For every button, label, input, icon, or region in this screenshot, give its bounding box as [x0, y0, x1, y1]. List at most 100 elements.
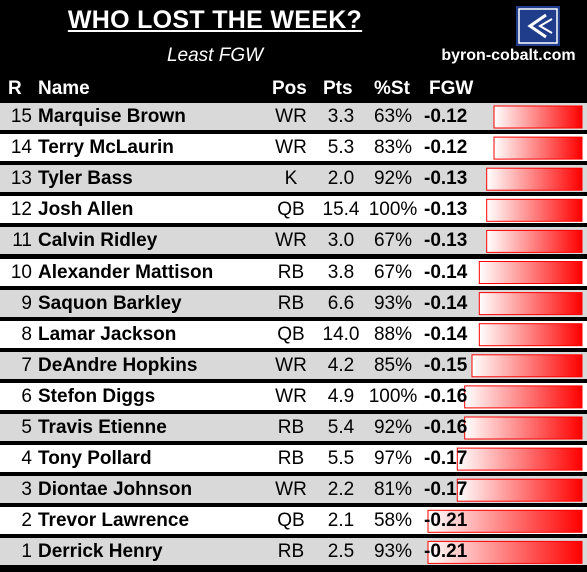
start-pct-cell: 63% [373, 106, 413, 127]
fgw-cell: -0.21 [424, 541, 468, 563]
fgw-cell: -0.15 [424, 354, 468, 376]
fgw-cell: -0.12 [424, 137, 468, 159]
fgw-cell: -0.13 [424, 230, 468, 252]
position-cell: RB [277, 448, 305, 470]
start-pct-cell: 97% [373, 448, 413, 470]
rank-cell: 5 [21, 417, 32, 438]
rank-cell: 13 [10, 168, 32, 190]
start-pct-cell: 92% [373, 168, 413, 190]
fgw-cell: -0.14 [424, 323, 468, 345]
fgw-cell: -0.21 [424, 510, 468, 532]
position-cell: WR [275, 479, 307, 501]
points-cell: 5.3 [327, 137, 355, 159]
player-name-cell: Trevor Lawrence [38, 510, 190, 532]
fgw-cell: -0.14 [424, 261, 468, 283]
points-cell: 5.4 [327, 417, 355, 438]
rank-cell: 1 [21, 541, 32, 563]
table-row: 3 Diontae Johnson WR 2.2 81% -0.17 [0, 476, 587, 506]
table-row: 11 Calvin Ridley WR 3.0 67% -0.13 [0, 227, 587, 257]
table-row: 6 Stefon Diggs WR 4.9 100% -0.16 [0, 382, 587, 412]
position-cell: QB [277, 510, 305, 532]
fgw-cell: -0.17 [424, 448, 468, 470]
position-cell: WR [275, 137, 307, 159]
fgw-cell: -0.12 [424, 106, 468, 127]
page-title: WHO LOST THE WEEK? [67, 6, 363, 34]
page-subtitle: Least FGW [166, 45, 264, 66]
player-name-cell: Josh Allen [38, 199, 134, 221]
cobalt-logo-icon [516, 6, 560, 46]
player-name-cell: Travis Etienne [38, 417, 167, 438]
col-header-name: Name [38, 78, 90, 99]
table-row: 7 DeAndre Hopkins WR 4.2 85% -0.15 [0, 351, 587, 381]
player-name-cell: Saquon Barkley [38, 292, 182, 314]
rank-cell: 7 [21, 354, 32, 376]
rank-cell: 3 [21, 479, 32, 501]
col-header-pos: Pos [272, 78, 307, 99]
position-cell: RB [277, 261, 305, 283]
site-url: byron-cobalt.com [441, 47, 576, 64]
rank-cell: 14 [10, 137, 32, 159]
start-pct-cell: 100% [368, 199, 418, 221]
player-name-cell: Marquise Brown [38, 106, 186, 127]
points-cell: 14.0 [322, 323, 360, 345]
player-name-cell: Derrick Henry [38, 541, 163, 563]
rank-cell: 15 [10, 106, 32, 127]
points-cell: 2.0 [327, 168, 355, 190]
rank-cell: 10 [10, 261, 32, 283]
player-name-cell: Stefon Diggs [38, 385, 156, 407]
points-cell: 2.2 [327, 479, 355, 501]
start-pct-cell: 92% [373, 417, 413, 438]
position-cell: QB [277, 323, 305, 345]
table-row: 14 Terry McLaurin WR 5.3 83% -0.12 [0, 134, 587, 164]
table-row: 8 Lamar Jackson QB 14.0 88% -0.14 [0, 320, 587, 350]
start-pct-cell: 81% [373, 479, 413, 501]
table-row: 10 Alexander Mattison RB 3.8 67% -0.14 [0, 258, 587, 288]
points-cell: 5.5 [327, 448, 355, 470]
points-cell: 2.5 [327, 541, 355, 563]
rank-cell: 4 [21, 448, 32, 470]
col-header-pts: Pts [323, 78, 353, 99]
rank-cell: 11 [12, 230, 32, 252]
player-name-cell: Alexander Mattison [38, 261, 214, 283]
table-row: 1 Derrick Henry RB 2.5 93% -0.21 [0, 538, 587, 568]
points-cell: 3.8 [327, 261, 355, 283]
points-cell: 6.6 [327, 292, 355, 314]
position-cell: QB [277, 199, 305, 221]
player-name-cell: Terry McLaurin [38, 137, 174, 159]
fgw-cell: -0.14 [424, 292, 468, 314]
points-cell: 4.9 [327, 385, 355, 407]
player-name-cell: Tony Pollard [38, 448, 152, 470]
position-cell: RB [277, 417, 305, 438]
position-cell: WR [275, 230, 307, 252]
table-row: 9 Saquon Barkley RB 6.6 93% -0.14 [0, 289, 587, 319]
points-cell: 4.2 [327, 354, 355, 376]
position-cell: WR [275, 354, 307, 376]
points-cell: 3.3 [327, 106, 355, 127]
start-pct-cell: 93% [373, 541, 413, 563]
col-header-fgw: FGW [429, 78, 474, 99]
fgw-cell: -0.17 [424, 479, 468, 501]
player-name-cell: Lamar Jackson [38, 323, 177, 345]
position-cell: RB [277, 541, 305, 563]
rank-cell: 6 [21, 385, 32, 407]
rank-cell: 2 [21, 510, 32, 532]
points-cell: 15.4 [322, 199, 360, 221]
position-cell: RB [277, 292, 305, 314]
rank-cell: 9 [21, 292, 32, 314]
points-cell: 3.0 [327, 230, 355, 252]
col-header-rank: R [8, 78, 22, 99]
player-name-cell: Diontae Johnson [38, 479, 193, 501]
fgw-cell: -0.16 [424, 385, 468, 407]
logo-frame [518, 8, 558, 44]
position-cell: WR [275, 106, 307, 127]
player-name-cell: Calvin Ridley [38, 230, 158, 252]
fgw-cell: -0.16 [424, 417, 468, 438]
table-row: 13 Tyler Bass K 2.0 92% -0.13 [0, 165, 587, 195]
start-pct-cell: 88% [373, 323, 413, 345]
table-row: 15 Marquise Brown WR 3.3 63% -0.12 [0, 103, 587, 132]
start-pct-cell: 67% [373, 230, 413, 252]
points-cell: 2.1 [327, 510, 355, 532]
logo-chevron-inner [538, 18, 553, 34]
start-pct-cell: 85% [373, 354, 413, 376]
